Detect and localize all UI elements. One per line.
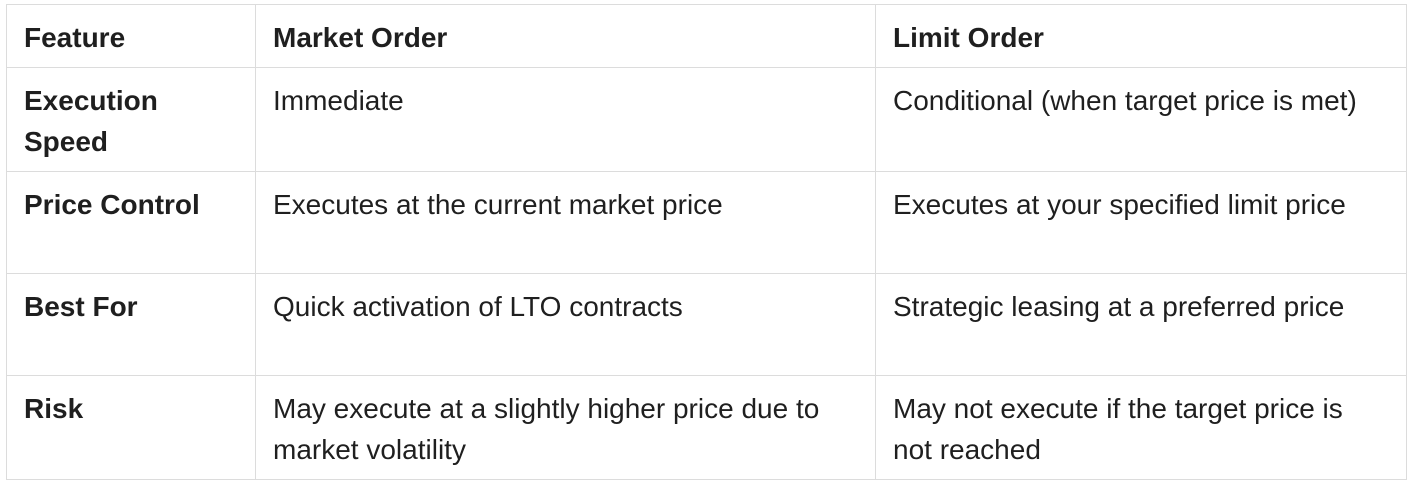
header-row: Feature Market Order Limit Order: [6, 4, 1407, 68]
header-cell: Feature: [6, 4, 256, 68]
table-row: Risk May execute at a slightly higher pri…: [6, 375, 1407, 480]
table-row: Best For Quick activation of LTO contract…: [6, 273, 1407, 376]
feature-cell: Risk: [6, 375, 256, 480]
value-cell: May not execute if the target price is n…: [875, 375, 1407, 480]
feature-cell: Price Control: [6, 171, 256, 274]
value-cell: May execute at a slightly higher price d…: [255, 375, 876, 480]
value-cell: Conditional (when target price is met): [875, 67, 1407, 172]
header-cell: Limit Order: [875, 4, 1407, 68]
value-cell: Executes at the current market price: [255, 171, 876, 274]
table-body: Execution Speed Immediate Conditional (whe…: [6, 67, 1407, 480]
feature-cell: Best For: [6, 273, 256, 376]
table-row: Execution Speed Immediate Conditional (whe…: [6, 67, 1407, 172]
value-cell: Executes at your specified limit price: [875, 171, 1407, 274]
value-cell: Strategic leasing at a preferred price: [875, 273, 1407, 376]
value-cell: Immediate: [255, 67, 876, 172]
value-cell: Quick activation of LTO contracts: [255, 273, 876, 376]
table-row: Price Control Executes at the current mar…: [6, 171, 1407, 274]
feature-cell: Execution Speed: [6, 67, 256, 172]
header-cell: Market Order: [255, 4, 876, 68]
comparison-table: Feature Market Order Limit Order Executi…: [6, 4, 1407, 480]
